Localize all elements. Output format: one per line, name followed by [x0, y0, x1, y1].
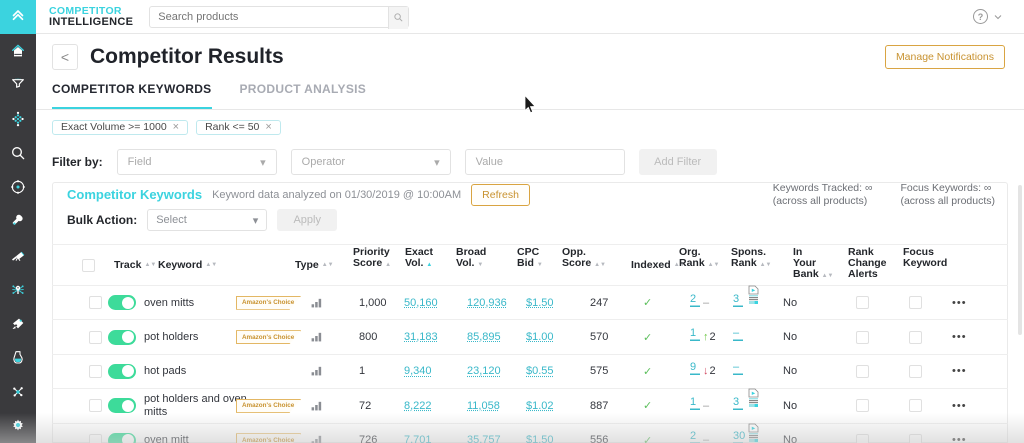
svg-text:▶: ▶: [752, 390, 756, 395]
svg-text:▶: ▶: [752, 287, 756, 292]
svg-text:▶: ▶: [752, 425, 756, 430]
